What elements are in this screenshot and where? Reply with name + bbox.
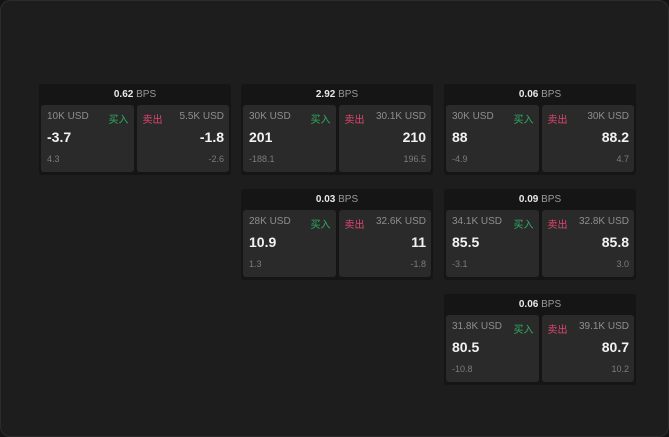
sell-tile[interactable]: 卖出 30.1K USD 210 196.5 — [338, 105, 431, 172]
buy-label: 买入 — [513, 220, 534, 231]
buy-label: 买入 — [310, 220, 331, 231]
buy-change: -188.1 — [249, 154, 275, 164]
buy-tile[interactable]: 31.8K USD 买入 80.5 -10.8 — [446, 315, 539, 382]
buy-price: 80.5 — [452, 339, 480, 355]
sell-tile[interactable]: 卖出 32.8K USD 85.8 3.0 — [541, 210, 634, 277]
quote-card: 0.62 BPS 10K USD 买入 -3.7 4.3 卖出 5.5K USD… — [39, 84, 231, 175]
sell-label: 卖出 — [547, 115, 568, 126]
spread-value: 0.09 — [518, 194, 539, 205]
sell-price: 11 — [411, 234, 426, 250]
sell-label: 卖出 — [547, 325, 568, 336]
buy-change: -3.1 — [452, 259, 468, 269]
quote-card: 0.03 BPS 28K USD 买入 10.9 1.3 卖出 32.6K US… — [241, 189, 433, 280]
buy-label: 买入 — [513, 115, 534, 126]
spread-value: 0.03 — [315, 194, 336, 205]
quote-card: 0.06 BPS 31.8K USD 买入 80.5 -10.8 卖出 39.1… — [444, 294, 636, 385]
sell-tile[interactable]: 卖出 39.1K USD 80.7 10.2 — [541, 315, 634, 382]
spread-value: 0.62 — [113, 89, 134, 100]
buy-tile[interactable]: 28K USD 买入 10.9 1.3 — [243, 210, 336, 277]
sell-tile[interactable]: 卖出 30K USD 88.2 4.7 — [541, 105, 634, 172]
buy-label: 买入 — [310, 115, 331, 126]
spread-unit: BPS — [338, 89, 359, 100]
sell-label: 卖出 — [142, 115, 163, 126]
sell-size: 30K USD — [587, 111, 629, 122]
spread-header: 0.06 BPS — [444, 294, 636, 315]
sell-change: 10.2 — [611, 364, 629, 374]
sell-tile[interactable]: 卖出 5.5K USD -1.8 -2.6 — [136, 105, 229, 172]
buy-tile[interactable]: 30K USD 买入 201 -188.1 — [243, 105, 336, 172]
spread-unit: BPS — [338, 194, 359, 205]
sell-label: 卖出 — [344, 115, 365, 126]
sell-change: 4.7 — [616, 154, 629, 164]
sell-change: -1.8 — [410, 259, 426, 269]
spread-header: 0.09 BPS — [444, 189, 636, 210]
sell-size: 5.5K USD — [179, 111, 224, 122]
spread-header: 2.92 BPS — [241, 84, 433, 105]
buy-label: 买入 — [513, 325, 534, 336]
buy-change: -10.8 — [452, 364, 473, 374]
sell-change: -2.6 — [208, 154, 224, 164]
buy-size: 30K USD — [452, 111, 494, 122]
buy-tile[interactable]: 10K USD 买入 -3.7 4.3 — [41, 105, 134, 172]
sell-size: 39.1K USD — [578, 321, 629, 332]
buy-size: 28K USD — [249, 216, 291, 227]
buy-size: 31.8K USD — [452, 321, 503, 332]
spread-header: 0.03 BPS — [241, 189, 433, 210]
buy-size: 34.1K USD — [452, 216, 503, 227]
buy-price: 88 — [452, 129, 468, 145]
sell-price: 210 — [402, 129, 426, 145]
sell-label: 卖出 — [547, 220, 568, 231]
spread-value: 0.06 — [518, 299, 539, 310]
buy-price: -3.7 — [47, 129, 72, 145]
sell-size: 32.8K USD — [578, 216, 629, 227]
sell-change: 196.5 — [403, 154, 426, 164]
spread-header: 0.62 BPS — [39, 84, 231, 105]
buy-price: 10.9 — [249, 234, 277, 250]
buy-change: 4.3 — [47, 154, 60, 164]
buy-size: 10K USD — [47, 111, 89, 122]
buy-change: -4.9 — [452, 154, 468, 164]
sell-tile[interactable]: 卖出 32.6K USD 11 -1.8 — [338, 210, 431, 277]
sell-size: 32.6K USD — [375, 216, 426, 227]
spread-value: 0.06 — [518, 89, 539, 100]
sell-price: 80.7 — [601, 339, 629, 355]
spread-unit: BPS — [541, 194, 562, 205]
quote-card: 2.92 BPS 30K USD 买入 201 -188.1 卖出 30.1K … — [241, 84, 433, 175]
sell-size: 30.1K USD — [375, 111, 426, 122]
buy-size: 30K USD — [249, 111, 291, 122]
buy-change: 1.3 — [249, 259, 262, 269]
buy-tile[interactable]: 30K USD 买入 88 -4.9 — [446, 105, 539, 172]
sell-change: 3.0 — [616, 259, 629, 269]
spread-unit: BPS — [136, 89, 157, 100]
quote-card: 0.06 BPS 30K USD 买入 88 -4.9 卖出 30K USD 8… — [444, 84, 636, 175]
buy-tile[interactable]: 34.1K USD 买入 85.5 -3.1 — [446, 210, 539, 277]
spread-unit: BPS — [541, 299, 562, 310]
sell-price: 85.8 — [601, 234, 629, 250]
sell-price: -1.8 — [199, 129, 224, 145]
buy-label: 买入 — [108, 115, 129, 126]
buy-price: 85.5 — [452, 234, 480, 250]
quote-card: 0.09 BPS 34.1K USD 买入 85.5 -3.1 卖出 32.8K… — [444, 189, 636, 280]
buy-price: 201 — [249, 129, 273, 145]
spread-unit: BPS — [541, 89, 562, 100]
sell-label: 卖出 — [344, 220, 365, 231]
spread-header: 0.06 BPS — [444, 84, 636, 105]
sell-price: 88.2 — [601, 129, 629, 145]
spread-value: 2.92 — [315, 89, 336, 100]
